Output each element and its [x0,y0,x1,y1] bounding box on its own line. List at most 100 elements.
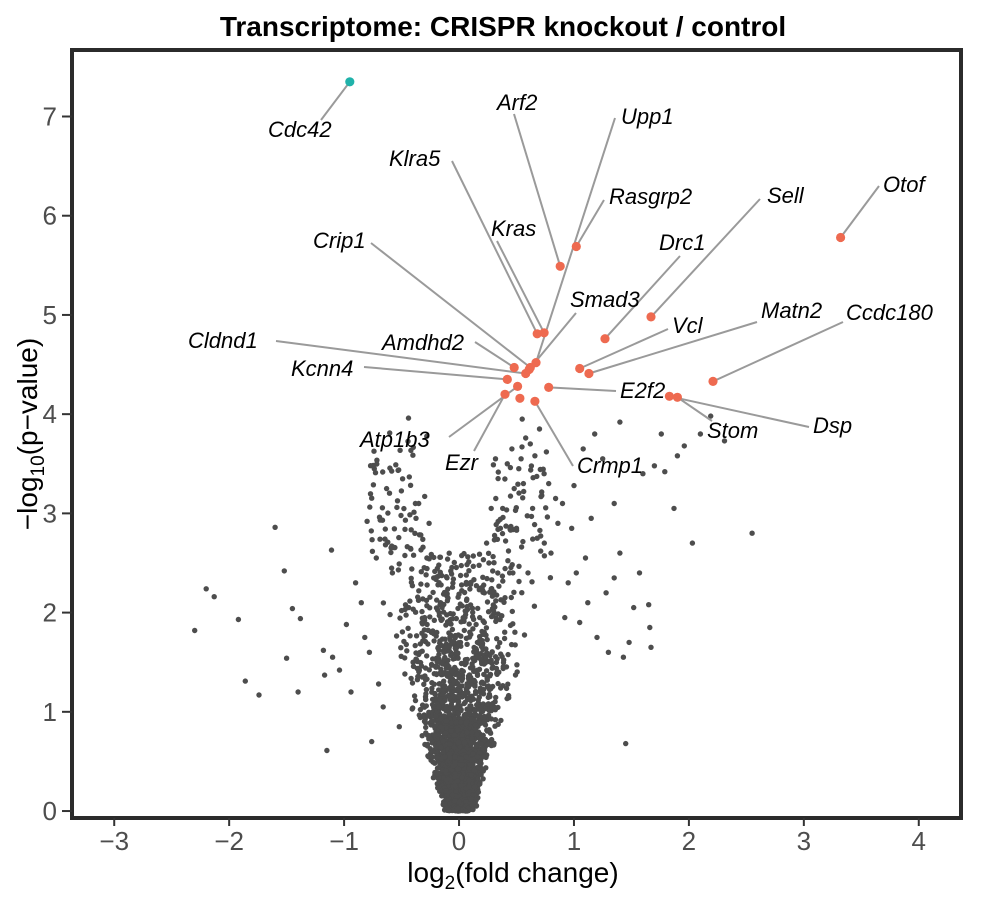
data-point [546,480,552,487]
data-point [449,616,455,622]
data-point [441,678,447,684]
data-point [443,644,449,650]
data-point [451,744,458,751]
data-point [470,751,476,757]
gene-label-cdc42: Cdc42 [268,117,332,142]
data-point [509,608,515,615]
data-point [412,642,418,649]
data-point [516,466,522,472]
data-point [459,552,465,559]
data-point [476,551,483,557]
data-point [417,706,424,713]
data-point [569,525,575,531]
data-point [503,685,510,692]
leader-line-otof [839,185,880,239]
data-point [600,456,606,462]
data-point [449,564,455,571]
data-point [396,561,402,567]
data-point [458,633,464,639]
data-point [401,505,407,512]
data-point [431,638,437,644]
data-point [408,675,414,682]
data-point [539,489,545,495]
data-point [424,433,430,439]
data-point [468,716,475,722]
data-point [369,537,375,543]
data-point [470,806,476,813]
data-point [466,621,472,627]
data-point [418,569,424,575]
data-point [573,570,579,576]
data-point [424,653,430,659]
data-point [403,612,409,618]
data-point [487,671,494,678]
data-point [502,595,508,601]
data-point [537,527,543,534]
data-point [448,571,455,577]
data-point [471,668,477,674]
data-point [516,490,522,496]
data-point [507,464,514,471]
data-point [467,586,473,592]
data-point [459,774,465,781]
data-point [436,610,442,616]
data-point [500,663,506,670]
data-point [498,651,504,657]
data-point [393,462,399,468]
leader-line-amdhd2 [474,341,515,369]
data-point [398,653,404,659]
data-point [424,565,430,572]
data-point [432,568,438,575]
data-point [366,649,373,655]
data-point [689,540,696,546]
data-point [407,545,414,552]
data-point [424,732,431,738]
data-point [457,719,464,725]
data-point [559,500,566,507]
data-point [388,549,394,556]
data-point [464,596,470,602]
data-point [448,728,454,734]
data-point [414,658,421,665]
data-point [491,740,497,746]
data-point [681,443,687,449]
data-point [364,518,370,524]
gene-label-crmp1: Crmp1 [577,453,643,478]
data-point [447,633,454,639]
y-axis: 0 1 2 3 4 5 6 7 [43,101,72,826]
data-point [467,629,473,635]
data-point [452,798,458,804]
data-point [456,694,463,700]
data-point [463,720,469,727]
data-point [380,469,386,475]
data-point [457,572,464,579]
data-point [458,707,464,713]
data-point [505,681,511,687]
data-point [548,550,554,556]
y-tick-label: 5 [43,300,57,330]
leader-line-rasgrp2 [575,199,605,248]
data-point [471,644,477,651]
data-point [374,457,380,463]
data-point [452,664,458,671]
data-point [450,611,456,617]
data-point [492,456,499,462]
highlighted-point-ezr [500,389,510,399]
data-point [458,619,464,625]
data-point [443,768,449,774]
data-point [519,590,525,596]
data-point [412,697,419,704]
data-point [409,566,415,572]
data-point [387,430,393,436]
data-point [402,517,409,523]
data-point [452,774,458,780]
data-point [423,696,429,703]
data-point [433,574,439,580]
data-point [620,654,627,660]
data-point [480,776,486,782]
data-point [493,665,500,672]
data-point [436,651,442,658]
data-point [671,505,677,512]
data-point [468,796,474,802]
data-point [453,615,459,622]
